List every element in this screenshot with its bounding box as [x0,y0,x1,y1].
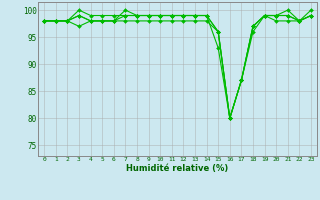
X-axis label: Humidité relative (%): Humidité relative (%) [126,164,229,173]
